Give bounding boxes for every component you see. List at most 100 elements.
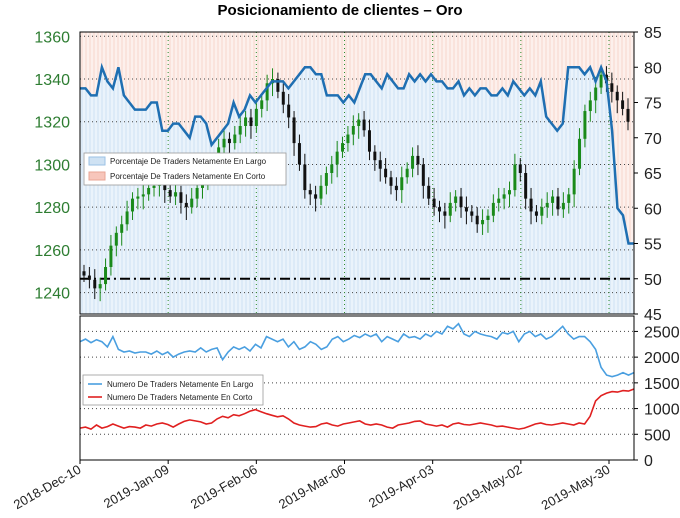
candle-body <box>578 138 582 169</box>
count-tick-label: 2500 <box>644 324 680 341</box>
candle-body <box>470 211 474 216</box>
candle-body <box>475 215 479 225</box>
candle-body <box>351 126 355 135</box>
candle-body <box>195 187 199 199</box>
candle-body <box>276 79 280 92</box>
x-tick-label: 2019-Jan-09 <box>101 462 172 511</box>
percent-long-area <box>80 67 634 314</box>
percent-tick-label: 80 <box>644 60 662 77</box>
price-tick-label: 1240 <box>34 286 70 303</box>
candle-body <box>540 207 544 216</box>
candle-body <box>303 164 307 191</box>
candle-body <box>421 164 425 186</box>
candle-body <box>561 202 565 210</box>
candle-body <box>405 168 409 178</box>
candle-body <box>109 245 113 267</box>
x-tick-label: 2019-Apr-03 <box>366 462 436 511</box>
candle-body <box>545 202 549 208</box>
candle-body <box>130 198 134 212</box>
candle-body <box>152 185 156 188</box>
candle-body <box>136 196 140 199</box>
candle-body <box>227 138 231 144</box>
candle-body <box>411 155 415 169</box>
percent-tick-label: 60 <box>644 201 662 218</box>
candle-body <box>610 83 614 92</box>
percent-tick-label: 85 <box>644 25 662 42</box>
candle-body <box>599 74 603 88</box>
candle-body <box>437 207 441 212</box>
candle-body <box>308 190 312 195</box>
candle-body <box>367 130 371 152</box>
candle-body <box>432 198 436 208</box>
percent-tick-label: 70 <box>644 131 662 148</box>
candle-body <box>324 173 328 186</box>
candle-body <box>572 168 576 195</box>
long-count-line <box>79 322 635 378</box>
candle-body <box>249 117 253 126</box>
count-tick-label: 1500 <box>644 376 680 393</box>
chart-title: Posicionamiento de clientes – Oro <box>217 2 463 19</box>
x-tick-label: 2018-Dec-10 <box>11 462 84 513</box>
count-tick-label: 0 <box>644 453 653 470</box>
candle-body <box>147 187 151 195</box>
candle-body <box>104 267 108 285</box>
candle-body <box>184 202 188 208</box>
candle-body <box>114 232 118 246</box>
candle-body <box>621 100 625 109</box>
legend-swatch-pct-short <box>88 171 106 181</box>
candle-body <box>464 207 468 212</box>
candle-body <box>594 87 598 101</box>
legend-swatch-pct-long <box>88 156 106 166</box>
candle-body <box>87 275 91 280</box>
candle-body <box>190 198 194 208</box>
candle-body <box>244 117 248 126</box>
percent-tick-label: 75 <box>644 96 662 113</box>
legend-label-pct-long: Porcentaje De Traders Netamente En Largo <box>110 157 267 166</box>
candle-body <box>238 126 242 135</box>
upper-legend-box <box>83 152 287 186</box>
legend-label-short-count: Numero De Traders Netamente En Corto <box>107 393 253 402</box>
percent-tick-label: 50 <box>644 272 662 289</box>
price-tick-label: 1360 <box>34 29 70 46</box>
candle-body <box>141 194 145 197</box>
candle-body <box>281 91 285 105</box>
candle-body <box>491 202 495 216</box>
price-tick-label: 1340 <box>34 72 70 89</box>
candle-body <box>513 164 517 191</box>
candle-body <box>400 177 404 191</box>
candle-body <box>330 164 334 173</box>
x-tick-label: 2019-May-30 <box>539 462 613 513</box>
candle-body <box>384 168 388 178</box>
candle-body <box>93 279 97 289</box>
candle-body <box>529 198 533 212</box>
x-tick-label: 2019-May-02 <box>450 462 524 513</box>
candle-body <box>508 190 512 195</box>
candle-body <box>168 190 172 197</box>
candle-body <box>427 185 431 199</box>
price-tick-label: 1320 <box>34 115 70 132</box>
price-tick-label: 1280 <box>34 200 70 217</box>
candle-body <box>502 194 506 199</box>
candle-body <box>497 198 501 203</box>
candle-body <box>163 181 167 191</box>
percent-long-line <box>80 62 634 245</box>
candle-body <box>98 284 102 289</box>
candle-body <box>551 196 555 203</box>
price-tick-label: 1300 <box>34 157 70 174</box>
candle-body <box>362 119 366 131</box>
candle-body <box>174 192 178 197</box>
candle-body <box>389 177 393 186</box>
candle-body <box>481 220 485 225</box>
candle-body <box>518 164 522 173</box>
candle-body <box>534 211 538 216</box>
percent-tick-label: 65 <box>644 166 662 183</box>
candle-body <box>567 194 571 203</box>
candle-body <box>265 83 269 101</box>
legend-label-long-count: Numero De Traders Netamente En Largo <box>107 380 254 389</box>
percent-tick-label: 45 <box>644 307 662 324</box>
candle-body <box>459 196 463 208</box>
candle-body <box>233 134 237 144</box>
candle-body <box>335 151 339 165</box>
legends: Porcentaje De Traders Netamente En Largo… <box>82 152 287 406</box>
candle-body <box>373 151 377 161</box>
